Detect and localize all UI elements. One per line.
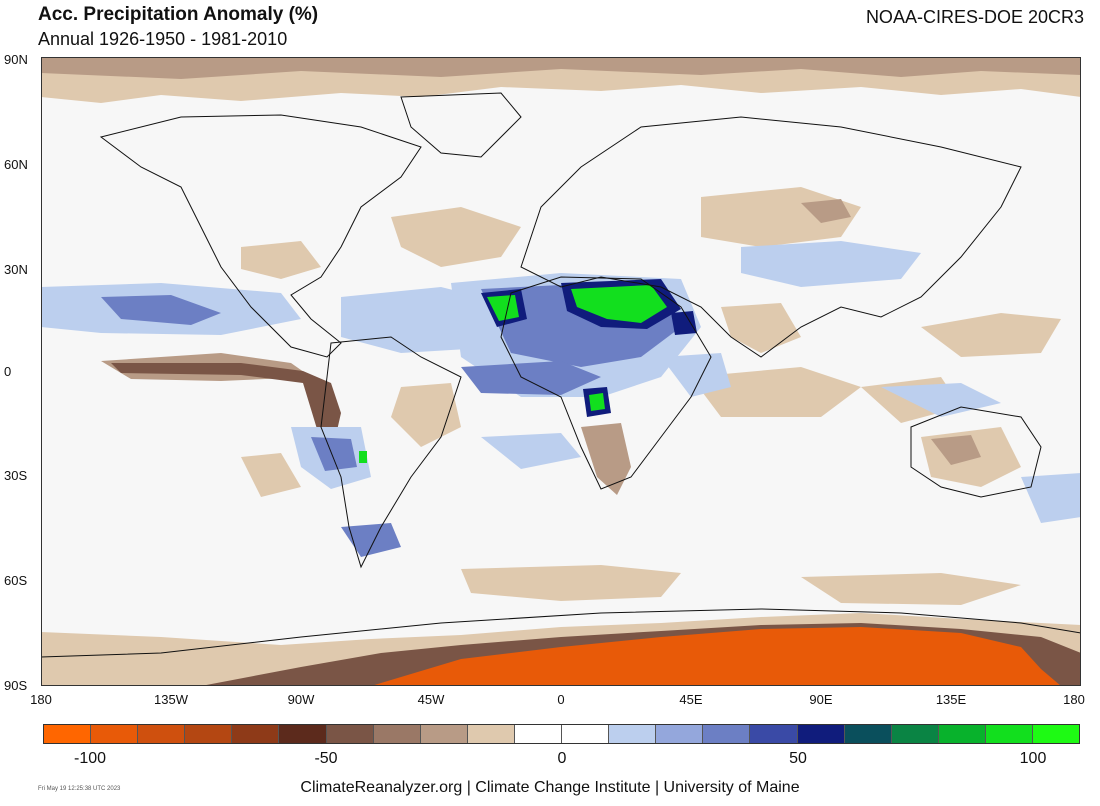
lon-label-45e: 45E [679,692,703,707]
south-america-wet-core [311,437,357,471]
asia-wet [741,241,921,287]
india-dry [721,303,801,353]
dataset-source: NOAA-CIRES-DOE 20CR3 [865,7,1084,27]
southern-ocean-dry-1 [461,565,681,601]
footer-credits: ClimateReanalyzer.org | Climate Change I… [300,779,800,796]
colorbar-cell [326,725,374,743]
colorbar-cell [467,725,515,743]
lon-label-90w: 90W [287,692,315,707]
arctic-dry-mid [41,57,1081,79]
eurasia-outline [520,116,1022,358]
colorbar-label-100: 100 [1019,750,1047,767]
africa-outline [500,276,712,490]
lat-label-90n: 90N [4,52,28,67]
colorbar-cell [232,725,280,743]
colorbar-cell [138,725,186,743]
lon-label-135e: 135E [935,692,967,707]
lon-label-90e: 90E [809,692,833,707]
map-frame [41,57,1081,686]
south-pacific-dry [241,453,301,497]
colorbar-cell [562,725,610,743]
sahel-wet-extreme [359,285,667,463]
colorbar-cell [514,725,563,743]
colorbar-cell [185,725,233,743]
australia-outline [910,406,1042,498]
colorbar-cell [91,725,139,743]
lon-label-180e: 180 [1063,692,1085,707]
lat-label-60n: 60N [4,157,28,172]
colorbar-cell [703,725,751,743]
colorbar-label-50: 50 [789,750,807,767]
timestamp: Fri May 19 12:25:38 UTC 2023 [38,786,121,792]
indian-ocean-wet-2 [481,433,581,469]
greenland-outline [400,92,522,158]
lon-label-45w: 45W [417,692,445,707]
colorbar-cell [891,725,939,743]
lon-label-0: 0 [557,692,565,707]
australia-dry-mid [931,435,981,465]
lat-label-0: 0 [4,364,12,379]
colorbar-cell [373,725,421,743]
south-america-outline [320,336,462,569]
equatorial-atlantic-wet [461,361,601,395]
map-subtitle: Annual 1926-1950 - 1981-2010 [38,29,288,49]
colorbar-cell [44,725,92,743]
colorbar-cell [656,725,704,743]
lat-label-90s: 90S [4,678,28,693]
lat-label-30s: 30S [4,468,28,483]
lon-label-135w: 135W [154,692,188,707]
colorbar-label-minus100: -100 [73,750,107,767]
tasman-wet [1021,473,1081,523]
colorbar-label-0: 0 [557,750,567,767]
lat-label-60s: 60S [4,573,28,588]
colorbar-cell [279,725,327,743]
antarctic-dry-extreme [371,627,1061,686]
north-pacific-dry [921,313,1061,357]
colorbar-label-minus50: -50 [314,750,338,767]
colorbar-cell [609,725,657,743]
colorbar-cell [750,725,798,743]
colorbar-cell [938,725,986,743]
patagonia-wet [341,523,401,557]
lat-label-30n: 30N [4,262,28,277]
colorbar-cell [1032,725,1080,743]
north-america-outline [99,114,422,358]
india-ocean-wet [661,353,731,397]
antarctica-outline [40,608,1082,658]
colorbar-cell [420,725,468,743]
coastlines [40,92,1082,658]
north-atlantic-dry [391,207,521,267]
southern-africa-dry [581,423,631,495]
colorbar-cell [844,725,892,743]
pacific-east-dry [241,241,321,279]
map-svg [40,57,1082,686]
map-title: Acc. Precipitation Anomaly (%) [38,4,319,25]
anomaly-map [40,57,1082,686]
pacific-wet-core [101,295,221,325]
southern-ocean-dry-2 [801,573,1021,605]
indian-ocean-dry [691,367,861,417]
colorbar-cell [985,725,1033,743]
colorbar [43,724,1080,744]
siberia-dry [801,199,851,223]
colorbar-cell [797,725,845,743]
lon-label-180w: 180 [30,692,52,707]
